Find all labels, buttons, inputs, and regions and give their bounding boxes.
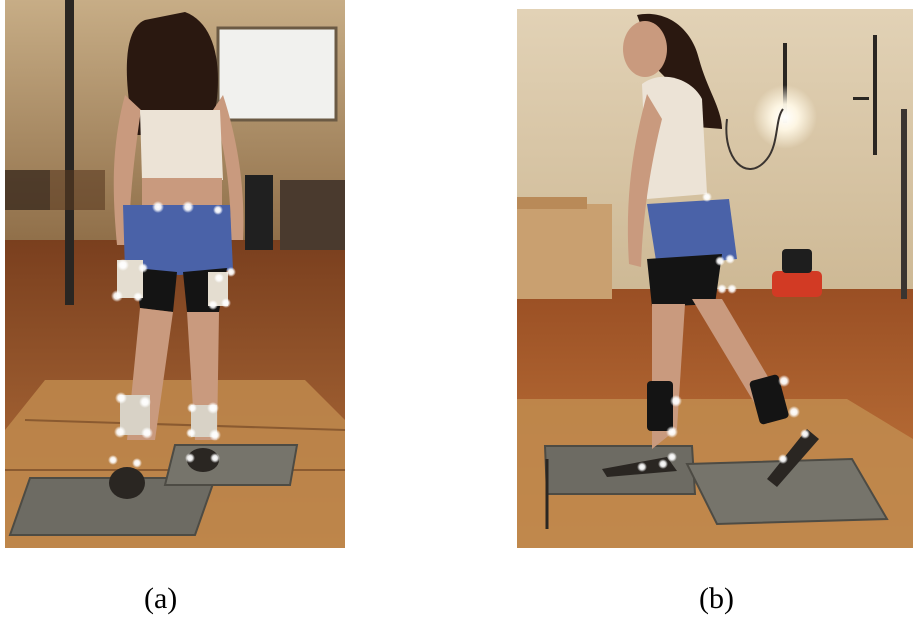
photo-back-view bbox=[5, 0, 345, 548]
photo-side-view bbox=[517, 9, 913, 548]
caption-a: (a) bbox=[144, 582, 178, 615]
photo-side-view-image bbox=[517, 9, 913, 548]
caption-b: (b) bbox=[699, 582, 734, 615]
photo-back-view-image bbox=[5, 0, 345, 548]
